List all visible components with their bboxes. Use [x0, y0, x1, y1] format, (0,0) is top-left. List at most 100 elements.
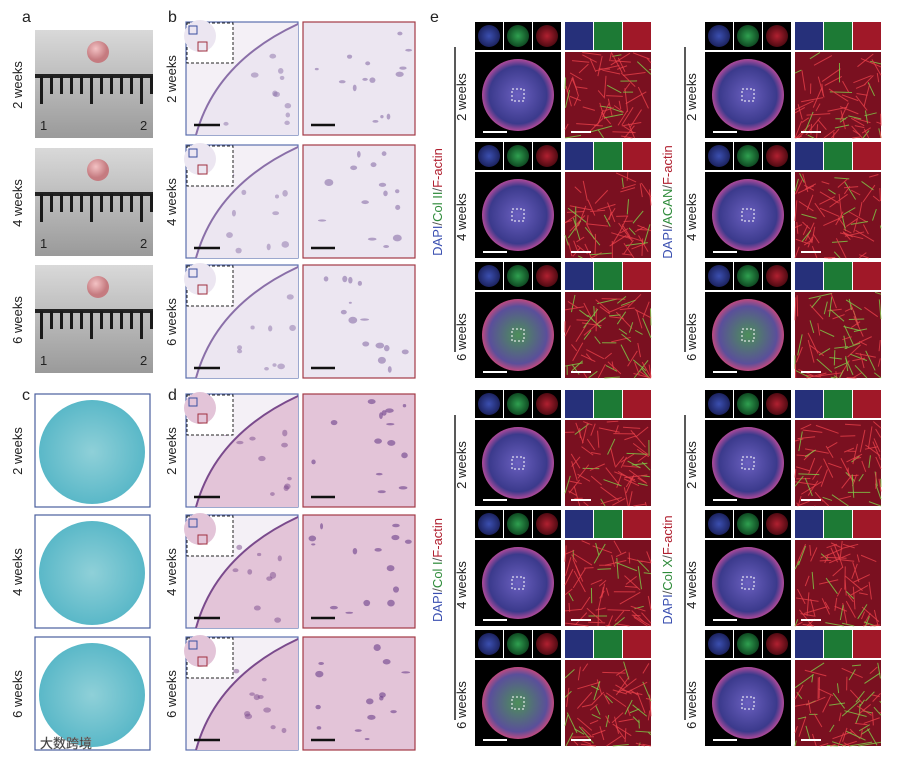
cell [386, 565, 395, 572]
fiber [564, 714, 569, 726]
inset-box [197, 656, 208, 667]
ruler-tick [150, 76, 153, 94]
fiber [856, 554, 860, 563]
fiber [829, 193, 848, 208]
fiber [583, 372, 588, 379]
fiber-image [565, 420, 651, 506]
fiber [861, 127, 871, 134]
fiber [590, 252, 612, 256]
fiber [574, 186, 582, 194]
stain-part: / [660, 224, 675, 228]
fiber [830, 293, 837, 309]
fiber [624, 699, 633, 715]
fiber [794, 100, 814, 111]
fiber-image [565, 172, 651, 258]
fiber [615, 684, 632, 695]
fiber [807, 134, 814, 139]
fiber [595, 607, 606, 611]
confocal-sample [712, 299, 784, 371]
fiber [811, 674, 814, 683]
cell [284, 120, 290, 126]
fiber [862, 130, 870, 139]
fiber [807, 236, 813, 248]
cell [256, 552, 262, 557]
fiber [851, 321, 861, 328]
fiber [648, 364, 652, 377]
fiber [571, 360, 583, 372]
cell [249, 436, 256, 441]
fiber [878, 478, 882, 492]
watermark: 大数跨境 [40, 736, 92, 751]
fiber [568, 592, 574, 602]
week-label: 2 weeks [684, 73, 699, 121]
fiber [638, 235, 649, 253]
fiber [804, 477, 813, 497]
thumb-sample [708, 25, 730, 47]
fiber [846, 376, 857, 379]
fiber [857, 604, 868, 620]
week-label: 2 weeks [454, 441, 469, 489]
cell [379, 412, 383, 419]
thumb-zoom [853, 142, 881, 170]
fiber [834, 177, 850, 180]
thumb-sample [766, 25, 788, 47]
thumb-zoom [565, 22, 593, 50]
cell [269, 53, 277, 59]
fiber [848, 298, 852, 311]
fiber [634, 361, 640, 375]
fiber [616, 296, 627, 304]
cell [374, 438, 382, 444]
fiber [800, 481, 822, 495]
cell [369, 77, 376, 83]
fiber [610, 60, 631, 63]
fiber [794, 619, 799, 627]
fiber [849, 689, 864, 704]
thumb-sample [737, 265, 759, 287]
fiber [609, 53, 612, 62]
thumb-sample [737, 25, 759, 47]
fiber [597, 363, 606, 379]
fiber [858, 201, 863, 217]
fiber [800, 97, 824, 103]
cell [274, 617, 282, 623]
fiber [606, 84, 622, 94]
fiber [582, 106, 596, 111]
fiber [620, 187, 636, 193]
inset-box [197, 164, 208, 175]
fiber [809, 544, 812, 556]
fiber [843, 207, 856, 216]
ruler-number: 1 [40, 353, 47, 368]
cell [404, 539, 412, 544]
fiber [623, 82, 631, 92]
fiber [642, 318, 652, 339]
stain-part: / [660, 590, 675, 594]
fiber [841, 475, 852, 489]
fiber [584, 226, 601, 246]
fiber [828, 462, 842, 469]
stain-part: Col X [660, 558, 675, 590]
fiber [645, 698, 652, 700]
fiber [815, 103, 821, 112]
fiber [628, 491, 633, 507]
hydrogel [87, 41, 109, 63]
thumb-zoom [824, 262, 852, 290]
fiber [808, 457, 816, 475]
fiber [599, 105, 613, 109]
fiber [795, 597, 819, 602]
fiber [581, 446, 594, 456]
fiber [840, 458, 853, 480]
cell [241, 189, 247, 196]
fiber [794, 120, 803, 139]
thumb-sample [737, 633, 759, 655]
fiber [841, 215, 847, 232]
roi [741, 88, 755, 102]
fiber [616, 65, 628, 70]
fiber [827, 106, 848, 112]
cell [352, 84, 357, 92]
fiber [852, 136, 861, 139]
thumb-zoom [565, 262, 593, 290]
fiber [612, 108, 623, 113]
fiber [603, 693, 610, 705]
fiber [860, 611, 866, 620]
inset-box [188, 25, 198, 35]
